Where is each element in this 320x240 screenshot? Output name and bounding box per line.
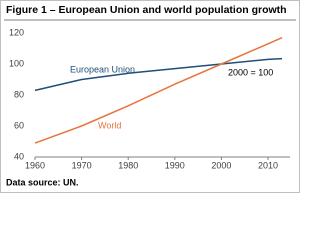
- x-tick-label: 1970: [72, 160, 92, 170]
- y-tick-label: 40: [14, 151, 24, 161]
- y-tick-label: 100: [9, 58, 24, 68]
- x-tick-label: 1990: [165, 160, 185, 170]
- y-tick-label: 80: [14, 89, 24, 99]
- source: Data source: UN.: [6, 177, 79, 187]
- x-tick-label: 1960: [25, 160, 45, 170]
- series-line: [34, 57, 283, 92]
- series-line: [34, 36, 283, 144]
- y-tick-label: 60: [14, 120, 24, 130]
- x-tick-label: 2000: [211, 160, 231, 170]
- x-tick-label: 1980: [118, 160, 138, 170]
- y-tick-label: 120: [9, 27, 24, 37]
- annotation: 2000 = 100: [228, 67, 273, 77]
- series-label: European Union: [70, 64, 135, 74]
- series-label: World: [98, 120, 121, 130]
- x-tick-label: 2010: [258, 160, 278, 170]
- chart-title: Figure 1 – European Union and world popu…: [6, 4, 287, 16]
- chart: Figure 1 – European Union and world popu…: [0, 0, 300, 193]
